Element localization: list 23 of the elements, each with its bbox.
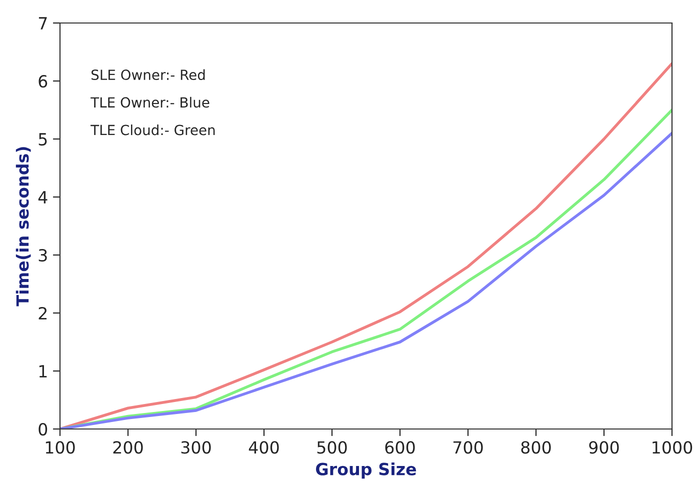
x-tick-label: 500 — [317, 441, 347, 454]
y-tick-label: 6 — [38, 74, 48, 88]
x-tick-label: 800 — [521, 441, 551, 454]
y-tick-label: 3 — [38, 248, 47, 262]
x-tick-label: 200 — [113, 441, 143, 454]
y-tick-label: 5 — [38, 133, 47, 146]
y-tick-label: 7 — [38, 17, 47, 30]
y-axis-title: Time(in seconds) — [16, 147, 31, 306]
x-tick-label: 100 — [46, 441, 75, 454]
x-axis-title: Group Size — [316, 462, 416, 479]
y-tick-label: 1 — [39, 365, 47, 378]
x-tick-label: 1000 — [652, 441, 692, 454]
x-tick-label: 400 — [248, 441, 279, 454]
x-tick-label: 300 — [181, 441, 211, 454]
annotation: TLE Cloud:- Green — [90, 124, 215, 136]
x-tick-label: 700 — [453, 441, 483, 454]
y-tick-label: 2 — [38, 306, 47, 320]
y-tick-label: 4 — [38, 191, 48, 204]
y-tick-label: 0 — [38, 422, 48, 436]
annotation: TLE Owner:- Blue — [90, 96, 210, 108]
x-tick-label: 600 — [385, 441, 415, 454]
x-tick-label: 900 — [589, 441, 619, 454]
annotation: SLE Owner:- Red — [92, 69, 205, 80]
